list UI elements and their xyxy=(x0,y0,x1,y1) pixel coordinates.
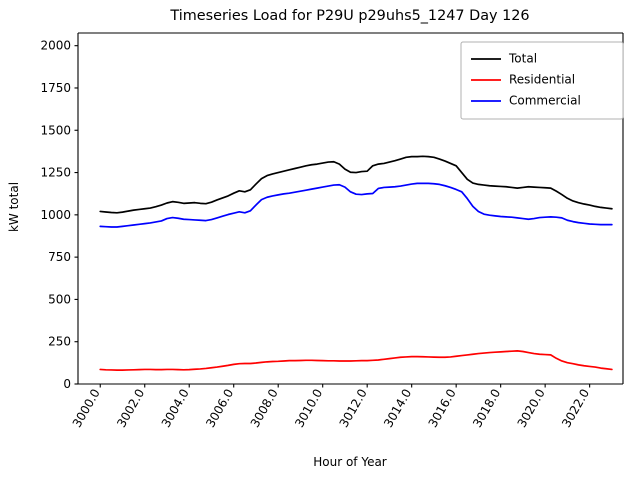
legend-background xyxy=(460,41,624,120)
y-tick-label: 1500 xyxy=(40,123,71,137)
y-axis-label: kW total xyxy=(7,182,21,232)
series-lines xyxy=(99,155,613,371)
y-tick-label: 1250 xyxy=(40,166,71,180)
y-tick-label: 250 xyxy=(48,335,71,349)
legend-label-residential: Residential xyxy=(509,73,575,87)
y-tick-label: 1000 xyxy=(40,208,71,222)
y-tick-label: 500 xyxy=(48,292,71,306)
y-tick-label: 2000 xyxy=(40,39,71,53)
y-tick-label: 750 xyxy=(48,250,71,264)
x-axis-label: Hour of Year xyxy=(313,455,387,469)
chart-legend[interactable]: Total Residential Commercial xyxy=(460,41,624,120)
series-line-commercial xyxy=(99,182,613,228)
y-axis-ticks: 0 250 500 750 1000 1250 1500 1750 2000 xyxy=(40,39,78,391)
y-tick-label: 1750 xyxy=(40,81,71,95)
series-line-residential xyxy=(99,350,613,371)
legend-label-total: Total xyxy=(508,52,537,66)
chart-title: Timeseries Load for P29U p29uhs5_1247 Da… xyxy=(169,8,529,24)
y-tick-label: 0 xyxy=(63,377,71,391)
series-line-total xyxy=(99,155,613,214)
legend-label-commercial: Commercial xyxy=(509,94,581,108)
